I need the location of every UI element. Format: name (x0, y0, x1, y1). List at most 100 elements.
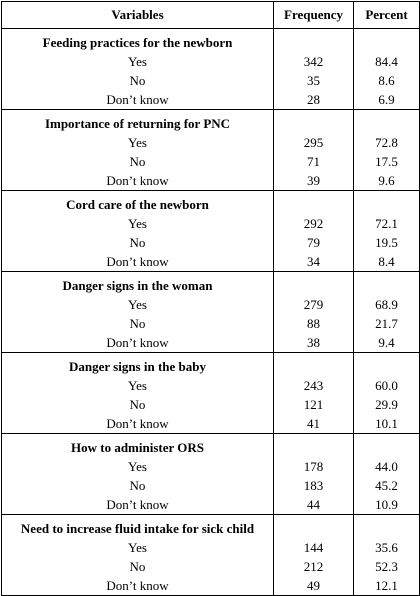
percent-cell: 21.7 (353, 314, 420, 333)
table-row: No 71 17.5 (1, 152, 420, 171)
percent-cell: 84.4 (353, 52, 420, 71)
section-title: How to administer ORS (1, 433, 274, 457)
empty-cell (353, 433, 420, 457)
section-title: Need to increase fluid intake for sick c… (1, 514, 274, 538)
section-header-row: Need to increase fluid intake for sick c… (1, 514, 420, 538)
percent-cell: 52.3 (353, 557, 420, 576)
empty-cell (353, 514, 420, 538)
frequency-cell: 71 (273, 152, 354, 171)
table-row: Don’t know 41 10.1 (1, 414, 420, 434)
table-row: No 212 52.3 (1, 557, 420, 576)
frequency-cell: 44 (273, 495, 354, 515)
empty-cell (273, 271, 354, 295)
table-row: Yes 292 72.1 (1, 214, 420, 233)
frequency-cell: 295 (273, 133, 354, 152)
section-header-row: Feeding practices for the newborn (1, 28, 420, 52)
percent-cell: 9.6 (353, 171, 420, 191)
percent-cell: 12.1 (353, 576, 420, 596)
response-label: Don’t know (1, 252, 274, 272)
empty-cell (353, 28, 420, 52)
frequency-cell: 212 (273, 557, 354, 576)
section-header-row: Importance of returning for PNC (1, 109, 420, 133)
percent-cell: 8.4 (353, 252, 420, 272)
percent-cell: 6.9 (353, 90, 420, 110)
percent-cell: 9.4 (353, 333, 420, 353)
response-label: Don’t know (1, 171, 274, 191)
empty-cell (273, 514, 354, 538)
empty-cell (273, 433, 354, 457)
percent-cell: 72.8 (353, 133, 420, 152)
response-label: Don’t know (1, 90, 274, 110)
frequency-cell: 279 (273, 295, 354, 314)
response-label: No (1, 71, 274, 90)
frequency-cell: 28 (273, 90, 354, 110)
percent-cell: 45.2 (353, 476, 420, 495)
table-row: Don’t know 28 6.9 (1, 90, 420, 110)
frequency-cell: 41 (273, 414, 354, 434)
frequency-cell: 342 (273, 52, 354, 71)
frequency-cell: 88 (273, 314, 354, 333)
frequency-cell: 144 (273, 538, 354, 557)
table-row: No 88 21.7 (1, 314, 420, 333)
table-row: Don’t know 49 12.1 (1, 576, 420, 596)
empty-cell (273, 190, 354, 214)
table-body: Feeding practices for the newborn Yes 342 8… (1, 28, 420, 596)
empty-cell (273, 352, 354, 376)
section-title: Danger signs in the woman (1, 271, 274, 295)
section-title: Danger signs in the baby (1, 352, 274, 376)
frequency-cell: 35 (273, 71, 354, 90)
response-label: No (1, 557, 274, 576)
table-row: Yes 243 60.0 (1, 376, 420, 395)
table-row: Yes 144 35.6 (1, 538, 420, 557)
table-row: No 79 19.5 (1, 233, 420, 252)
frequency-cell: 243 (273, 376, 354, 395)
header-frequency: Frequency (273, 1, 354, 29)
empty-cell (353, 271, 420, 295)
percent-cell: 19.5 (353, 233, 420, 252)
table-row: Don’t know 39 9.6 (1, 171, 420, 191)
table-row: Yes 295 72.8 (1, 133, 420, 152)
response-label: No (1, 395, 274, 414)
frequency-cell: 38 (273, 333, 354, 353)
frequency-cell: 79 (273, 233, 354, 252)
response-label: No (1, 233, 274, 252)
table-row: No 183 45.2 (1, 476, 420, 495)
response-label: Yes (1, 133, 274, 152)
response-label: Yes (1, 538, 274, 557)
percent-cell: 35.6 (353, 538, 420, 557)
section-header-row: How to administer ORS (1, 433, 420, 457)
empty-cell (353, 352, 420, 376)
percent-cell: 60.0 (353, 376, 420, 395)
empty-cell (273, 28, 354, 52)
section-header-row: Danger signs in the baby (1, 352, 420, 376)
table-header: Variables Frequency Percent (1, 1, 420, 29)
section-header-row: Danger signs in the woman (1, 271, 420, 295)
table-row: Yes 342 84.4 (1, 52, 420, 71)
frequency-cell: 183 (273, 476, 354, 495)
header-percent: Percent (353, 1, 420, 29)
header-variables: Variables (1, 1, 274, 29)
empty-cell (353, 109, 420, 133)
table-row: No 35 8.6 (1, 71, 420, 90)
response-label: Yes (1, 295, 274, 314)
response-label: Don’t know (1, 333, 274, 353)
frequency-cell: 39 (273, 171, 354, 191)
percent-cell: 17.5 (353, 152, 420, 171)
response-label: Don’t know (1, 495, 274, 515)
percent-cell: 29.9 (353, 395, 420, 414)
percent-cell: 68.9 (353, 295, 420, 314)
percent-cell: 10.9 (353, 495, 420, 515)
frequency-cell: 121 (273, 395, 354, 414)
response-label: No (1, 152, 274, 171)
response-label: No (1, 314, 274, 333)
table-row: No 121 29.9 (1, 395, 420, 414)
frequency-cell: 178 (273, 457, 354, 476)
table-row: Yes 279 68.9 (1, 295, 420, 314)
response-label: Yes (1, 457, 274, 476)
response-label: Yes (1, 52, 274, 71)
empty-cell (353, 190, 420, 214)
frequency-cell: 34 (273, 252, 354, 272)
response-label: Yes (1, 376, 274, 395)
table-row: Don’t know 44 10.9 (1, 495, 420, 515)
